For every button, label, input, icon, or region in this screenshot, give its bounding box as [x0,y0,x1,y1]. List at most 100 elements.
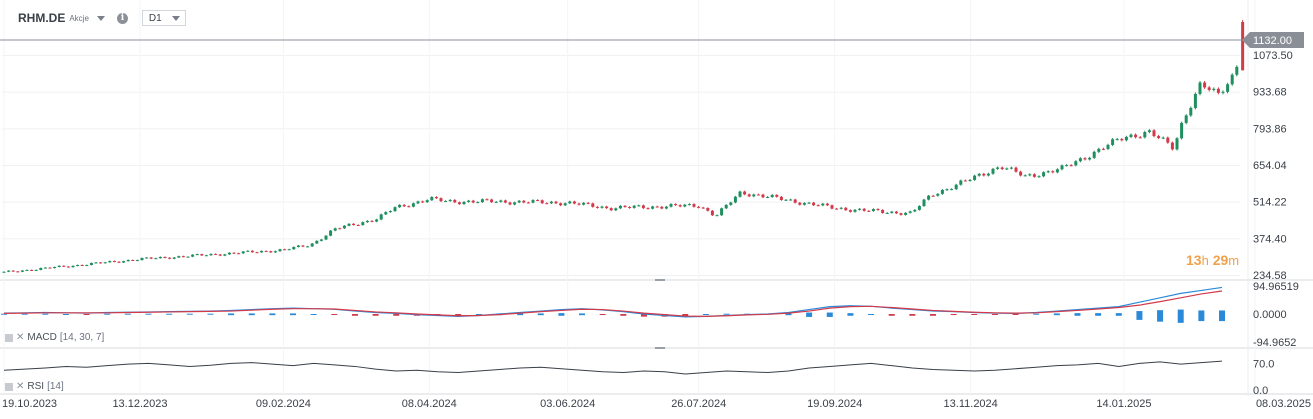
candle-body [1189,107,1193,116]
candle-body [697,206,701,208]
candle-body [232,252,236,254]
candle-body [963,180,967,182]
candle-body [683,204,687,207]
candle-body [1230,74,1234,85]
candle-body [1166,137,1170,143]
macd-histogram-bar [785,313,792,316]
candle-body [457,202,461,205]
candle-body [439,198,443,202]
rsi-label[interactable]: ✕ RSI [14] [5,381,64,392]
candle-body [499,200,503,202]
symbol-dropdown-icon[interactable] [96,15,105,21]
candle-body [1028,174,1032,176]
candle-body [1138,137,1142,139]
candle-body [531,200,535,203]
candle-body [526,202,530,204]
candle-body [572,201,576,204]
candle-body [209,253,213,256]
candle-body [1161,137,1165,139]
macd-histogram-bar [310,314,317,315]
macd-tick-label: -94.9652 [1253,337,1296,349]
signal-line [3,290,1223,317]
candle-body [982,173,986,176]
candle-body [434,197,438,199]
macd-histogram-bar [806,312,813,317]
candle-body [752,194,756,197]
macd-histogram-bar [723,313,730,315]
candle-body [306,246,310,248]
macd-label[interactable]: ✕ MACD [14, 30, 7] [5,332,104,343]
candle-body [379,214,383,220]
macd-histogram-bar [475,314,482,315]
macd-histogram-bar [1095,313,1102,316]
candle-body [1023,175,1027,177]
close-icon[interactable]: ✕ [16,332,25,343]
candle-body [260,250,264,253]
drag-handle-icon[interactable] [5,382,13,391]
timeframe-select[interactable]: D1 [141,10,186,26]
candle-body [991,168,995,174]
candle-body [393,207,397,212]
candle-body [844,207,848,211]
candle-body [186,256,190,258]
candle-body [733,196,737,203]
candle-body [85,265,89,267]
macd-name: MACD [27,332,57,343]
candle-body [131,259,135,261]
candle-body [11,270,15,272]
macd-histogram-bar [42,313,49,315]
candle-body [1175,138,1179,150]
candle-body [1180,122,1184,139]
time-tick-label: 19.09.2024 [807,398,862,410]
macd-histogram-bar [248,313,255,316]
candle-body [1111,139,1115,145]
candle-body [315,240,319,244]
close-icon[interactable]: ✕ [16,381,25,392]
candle-body [122,261,126,263]
candle-body [973,175,977,180]
candle-body [1226,84,1230,92]
candle-body [996,167,1000,169]
current-price-tag-label: 1132.00 [1253,35,1292,47]
macd-histogram-bar [269,313,276,316]
drag-handle-icon[interactable] [5,333,13,342]
candle-body [319,239,323,241]
candle-body [1078,158,1082,162]
candle-body [103,262,107,264]
info-icon[interactable]: i [116,12,128,24]
candle-body [706,208,710,211]
macd-histogram-bar [1033,313,1040,315]
candle-body [7,270,11,272]
macd-histogram-bar [331,314,338,315]
candle-body [200,254,204,256]
candle-body [168,257,172,259]
candle-body [582,202,586,205]
rsi-params: [14] [47,381,64,392]
macd-tick-label: 94.96519 [1253,281,1299,293]
candle-body [1216,88,1220,93]
candle-body [568,201,572,204]
candle-body [720,208,724,216]
candle-body [605,206,609,209]
candle-body [986,173,990,176]
price-tick-label: 514.22 [1253,197,1287,209]
pane-resize-handle [655,347,665,349]
candle-body [214,253,218,255]
candle-body [577,203,581,205]
candle-body [1019,171,1023,176]
candle-body [126,259,130,262]
candle-body [485,199,489,201]
candle-body [181,256,185,258]
candle-body [1124,136,1128,141]
macd-histogram-bar [847,313,854,316]
macd-histogram-bar [868,314,875,315]
macd-histogram-bar [888,314,895,316]
candle-body [931,195,935,197]
candle-body [149,257,153,259]
candle-body [775,194,779,197]
candle-body [191,254,195,257]
candle-body [1014,167,1018,172]
candle-body [881,209,885,213]
symbol-name[interactable]: RHM.DE [18,11,66,25]
